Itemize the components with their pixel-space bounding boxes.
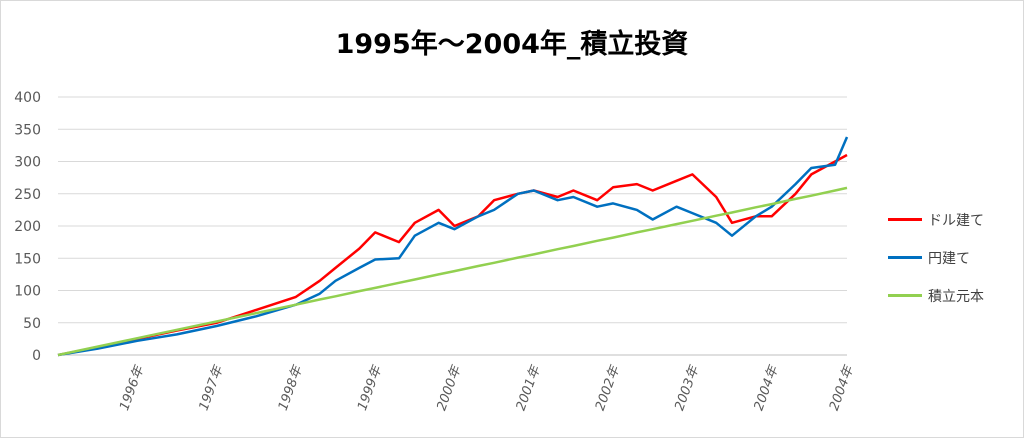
series-lines [57,136,849,357]
gridlines [58,96,847,356]
y-tick-label: 100 [14,284,41,300]
y-tick-label: 300 [14,155,41,171]
y-tick-label: 350 [14,122,41,138]
x-tick-label: 2000年 [434,362,465,412]
x-tick-label: 2004年 [752,362,783,412]
x-axis: 1996年 1997年 1998年 1999年 2000年 2001年 2002年 2003年… [117,362,857,412]
y-tick-label: 250 [14,187,41,203]
y-tick-label: 400 [14,90,41,106]
y-axis: 0 50 100 150 200 250 300 350 400 [14,90,41,364]
chart-title: 1995年～2004年_積立投資 [335,29,689,60]
x-tick-label: 1999年 [355,362,386,412]
x-tick-label: 1998年 [276,362,307,412]
x-tick-label: 1996年 [117,362,148,412]
y-tick-label: 50 [23,316,41,332]
series-line-principal [57,186,848,357]
legend-label-principal: 積立元本 [928,289,984,305]
x-tick-label: 2003年 [672,362,703,412]
legend-swatch-dollar [888,218,922,221]
legend-label-dollar: ドル建て [928,213,984,229]
legend-swatch-yen [888,256,922,259]
legend-swatch-principal [888,294,922,297]
series-line-dollar [57,153,848,357]
x-tick-label: 1997年 [196,362,227,412]
x-tick-label: 2002年 [593,362,624,412]
y-tick-label: 200 [14,219,41,235]
legend-label-yen: 円建て [928,251,970,267]
y-tick-label: 150 [14,251,41,267]
x-tick-label: 2001年 [514,362,545,412]
x-tick-label: 2004年 [827,362,858,412]
y-tick-label: 0 [32,348,41,364]
